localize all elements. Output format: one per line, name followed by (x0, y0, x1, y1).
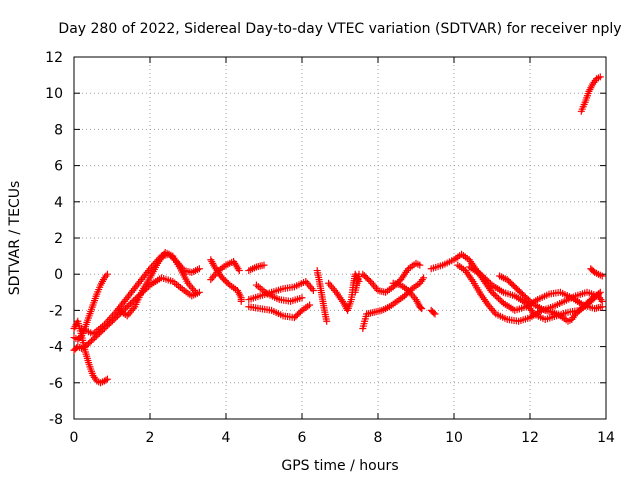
data-point (103, 270, 111, 278)
data-point (122, 304, 130, 312)
data-point (485, 278, 493, 286)
data-point (125, 301, 133, 309)
data-point (493, 293, 501, 301)
series-arc-b (70, 270, 111, 343)
data-point (309, 286, 317, 294)
axes: 0 2 4 6 8 10 12 14 -8 -6 -4 -2 0 2 4 6 8 10 12 (45, 50, 615, 446)
data-point (103, 375, 111, 383)
y-axis-label: SDTVAR / TECUs (7, 181, 23, 296)
series-arc-q (389, 279, 426, 313)
x-tick-label: 0 (70, 430, 79, 446)
data-point (483, 276, 491, 284)
data-point (596, 73, 604, 81)
data-point (237, 297, 245, 305)
data-point (430, 309, 438, 317)
series-arc-s (427, 250, 606, 314)
data-point (126, 300, 134, 308)
series-arc-m (325, 270, 363, 314)
x-tick-label: 14 (597, 430, 615, 446)
data-point (109, 312, 117, 320)
x-tick-label: 10 (445, 430, 463, 446)
series-arc-w (587, 265, 606, 280)
data-point (298, 294, 306, 302)
data-point (490, 290, 498, 298)
data-point (477, 270, 485, 278)
data-point (365, 276, 373, 284)
data-points (70, 73, 606, 387)
data-point (480, 273, 488, 281)
data-point (496, 296, 504, 304)
data-point (417, 304, 425, 312)
series-arc-k (252, 281, 306, 305)
data-point (431, 310, 439, 318)
series-arc-v (496, 272, 602, 325)
data-point (235, 267, 243, 275)
y-tick-label: 6 (54, 159, 63, 175)
data-point (323, 317, 331, 325)
y-tick-label: 0 (54, 267, 63, 283)
series-arc-g (207, 258, 243, 284)
y-tick-label: -2 (49, 303, 63, 319)
data-point (260, 261, 268, 269)
series-arc-j (245, 301, 314, 322)
data-point (107, 314, 115, 322)
y-tick-label: 12 (45, 50, 63, 66)
data-point (130, 297, 138, 305)
y-tick-label: 4 (54, 195, 63, 211)
x-tick-label: 6 (298, 430, 307, 446)
series-arc-h (245, 261, 268, 275)
series-arc-p (359, 274, 428, 332)
data-point (192, 288, 200, 296)
data-point (598, 272, 606, 280)
y-tick-label: 2 (54, 231, 63, 247)
data-point (87, 337, 95, 345)
chart-title: Day 280 of 2022, Sidereal Day-to-day VTE… (58, 21, 621, 37)
x-tick-label: 8 (374, 430, 383, 446)
y-tick-label: -8 (49, 412, 63, 428)
data-point (416, 261, 424, 269)
x-tick-label: 2 (146, 430, 155, 446)
y-tick-label: -4 (49, 340, 63, 356)
data-point (495, 295, 503, 303)
x-axis-label: GPS time / hours (281, 458, 398, 474)
data-point (488, 288, 496, 296)
data-point (486, 280, 494, 288)
data-point (598, 297, 606, 305)
y-tick-label: 8 (54, 122, 63, 138)
series-arc-r (427, 306, 439, 318)
x-tick-label: 12 (521, 430, 539, 446)
data-point (594, 290, 602, 298)
data-point (491, 291, 499, 299)
data-point (478, 272, 486, 280)
series-arc-x (577, 73, 604, 115)
series-arc-n (351, 270, 363, 296)
y-tick-label: 10 (45, 86, 63, 102)
data-point (123, 303, 131, 311)
x-tick-label: 4 (222, 430, 231, 446)
series-arc-e (116, 248, 200, 320)
data-point (102, 376, 110, 384)
data-point (418, 305, 426, 313)
series-arc-l (313, 267, 331, 325)
data-point (481, 275, 489, 283)
data-point (306, 301, 314, 309)
y-tick-label: -6 (49, 376, 63, 392)
data-point (498, 298, 506, 306)
grid (74, 57, 606, 419)
data-point (420, 274, 428, 282)
data-point (195, 265, 203, 273)
